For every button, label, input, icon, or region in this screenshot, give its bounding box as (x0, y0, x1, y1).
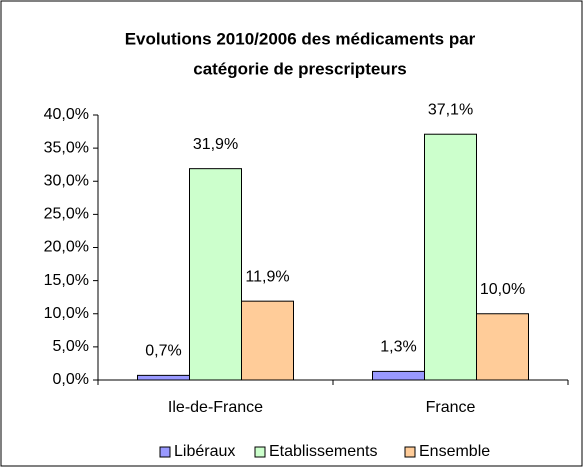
y-tick-label: 10,0% (44, 305, 89, 322)
y-tick-label: 40,0% (44, 106, 89, 123)
value-label: 31,9% (193, 136, 238, 153)
bar (372, 370, 425, 381)
value-label: 37,1% (428, 101, 473, 118)
bar (476, 313, 529, 381)
chart-title: catégorie de prescripteurs (193, 59, 407, 78)
x-tick-label: France (426, 399, 476, 416)
y-tick-label: 30,0% (44, 172, 89, 189)
y-tick-label: 5,0% (53, 338, 89, 355)
bar (189, 168, 242, 381)
value-label: 11,9% (245, 268, 289, 285)
legend-label: Libéraux (174, 443, 235, 460)
bar (241, 300, 294, 381)
chart-title: Evolutions 2010/2006 des médicaments par (125, 29, 476, 48)
legend-swatch (159, 446, 171, 458)
x-tick-label: Ile-de-France (168, 399, 263, 416)
y-tick-label: 0,0% (53, 371, 89, 388)
y-tick-label: 20,0% (44, 239, 89, 256)
value-label: 10,0% (480, 281, 525, 298)
y-tick-label: 15,0% (44, 272, 89, 289)
bar (137, 374, 190, 381)
y-tick-label: 25,0% (44, 206, 89, 223)
legend-swatch (404, 446, 416, 458)
y-tick-label: 35,0% (44, 139, 89, 156)
bar (424, 133, 477, 381)
legend-label: Ensemble (419, 443, 490, 460)
value-label: 0,7% (145, 343, 181, 360)
value-label: 1,3% (380, 339, 416, 356)
legend-swatch (254, 446, 266, 458)
legend-label: Etablissements (269, 443, 378, 460)
